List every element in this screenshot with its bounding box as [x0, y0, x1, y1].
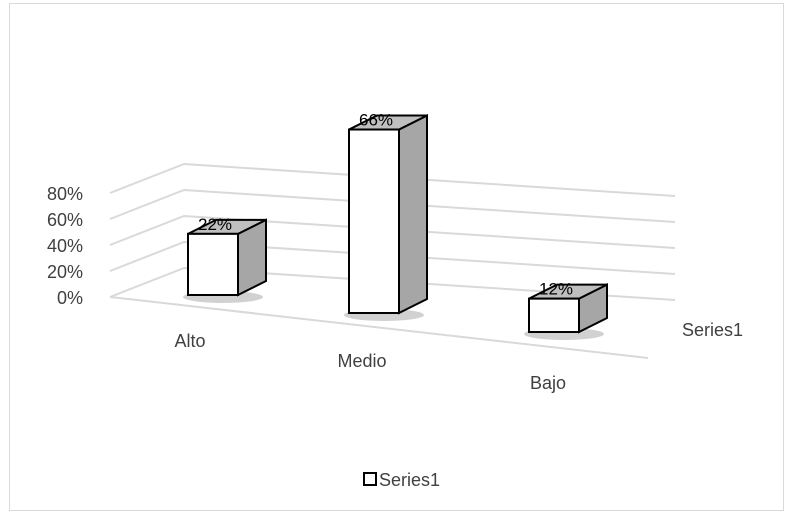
data-label: 22% — [198, 215, 232, 234]
x-axis-categories: Alto Medio Bajo — [174, 331, 566, 393]
y-tick-label: 20% — [47, 262, 83, 282]
y-tick-label: 40% — [47, 236, 83, 256]
category-label: Medio — [337, 351, 386, 371]
data-labels: 22% 66% 12% — [198, 111, 573, 299]
gridline — [109, 240, 676, 275]
legend: Series1 — [363, 470, 440, 490]
legend-swatch — [363, 472, 377, 486]
gridline — [109, 188, 676, 223]
y-tick-label: 80% — [47, 184, 83, 204]
gridline — [109, 266, 676, 301]
y-axis-ticks: 0% 20% 40% 60% 80% — [47, 184, 83, 308]
data-label: 66% — [359, 111, 393, 130]
y-tick-label: 0% — [57, 288, 83, 308]
bar-alto — [183, 218, 267, 303]
data-label: 12% — [539, 280, 573, 299]
gridlines — [109, 162, 676, 359]
category-label: Alto — [174, 331, 205, 351]
floor-edge — [109, 296, 649, 359]
bar-bajo — [524, 283, 608, 340]
y-tick-label: 60% — [47, 210, 83, 230]
legend-label: Series1 — [379, 470, 440, 490]
bars — [183, 113, 608, 340]
depth-axis-label: Series1 — [682, 320, 743, 340]
bar-medio — [344, 113, 428, 321]
gridline — [109, 214, 676, 249]
category-label: Bajo — [530, 373, 566, 393]
gridline — [109, 162, 676, 197]
